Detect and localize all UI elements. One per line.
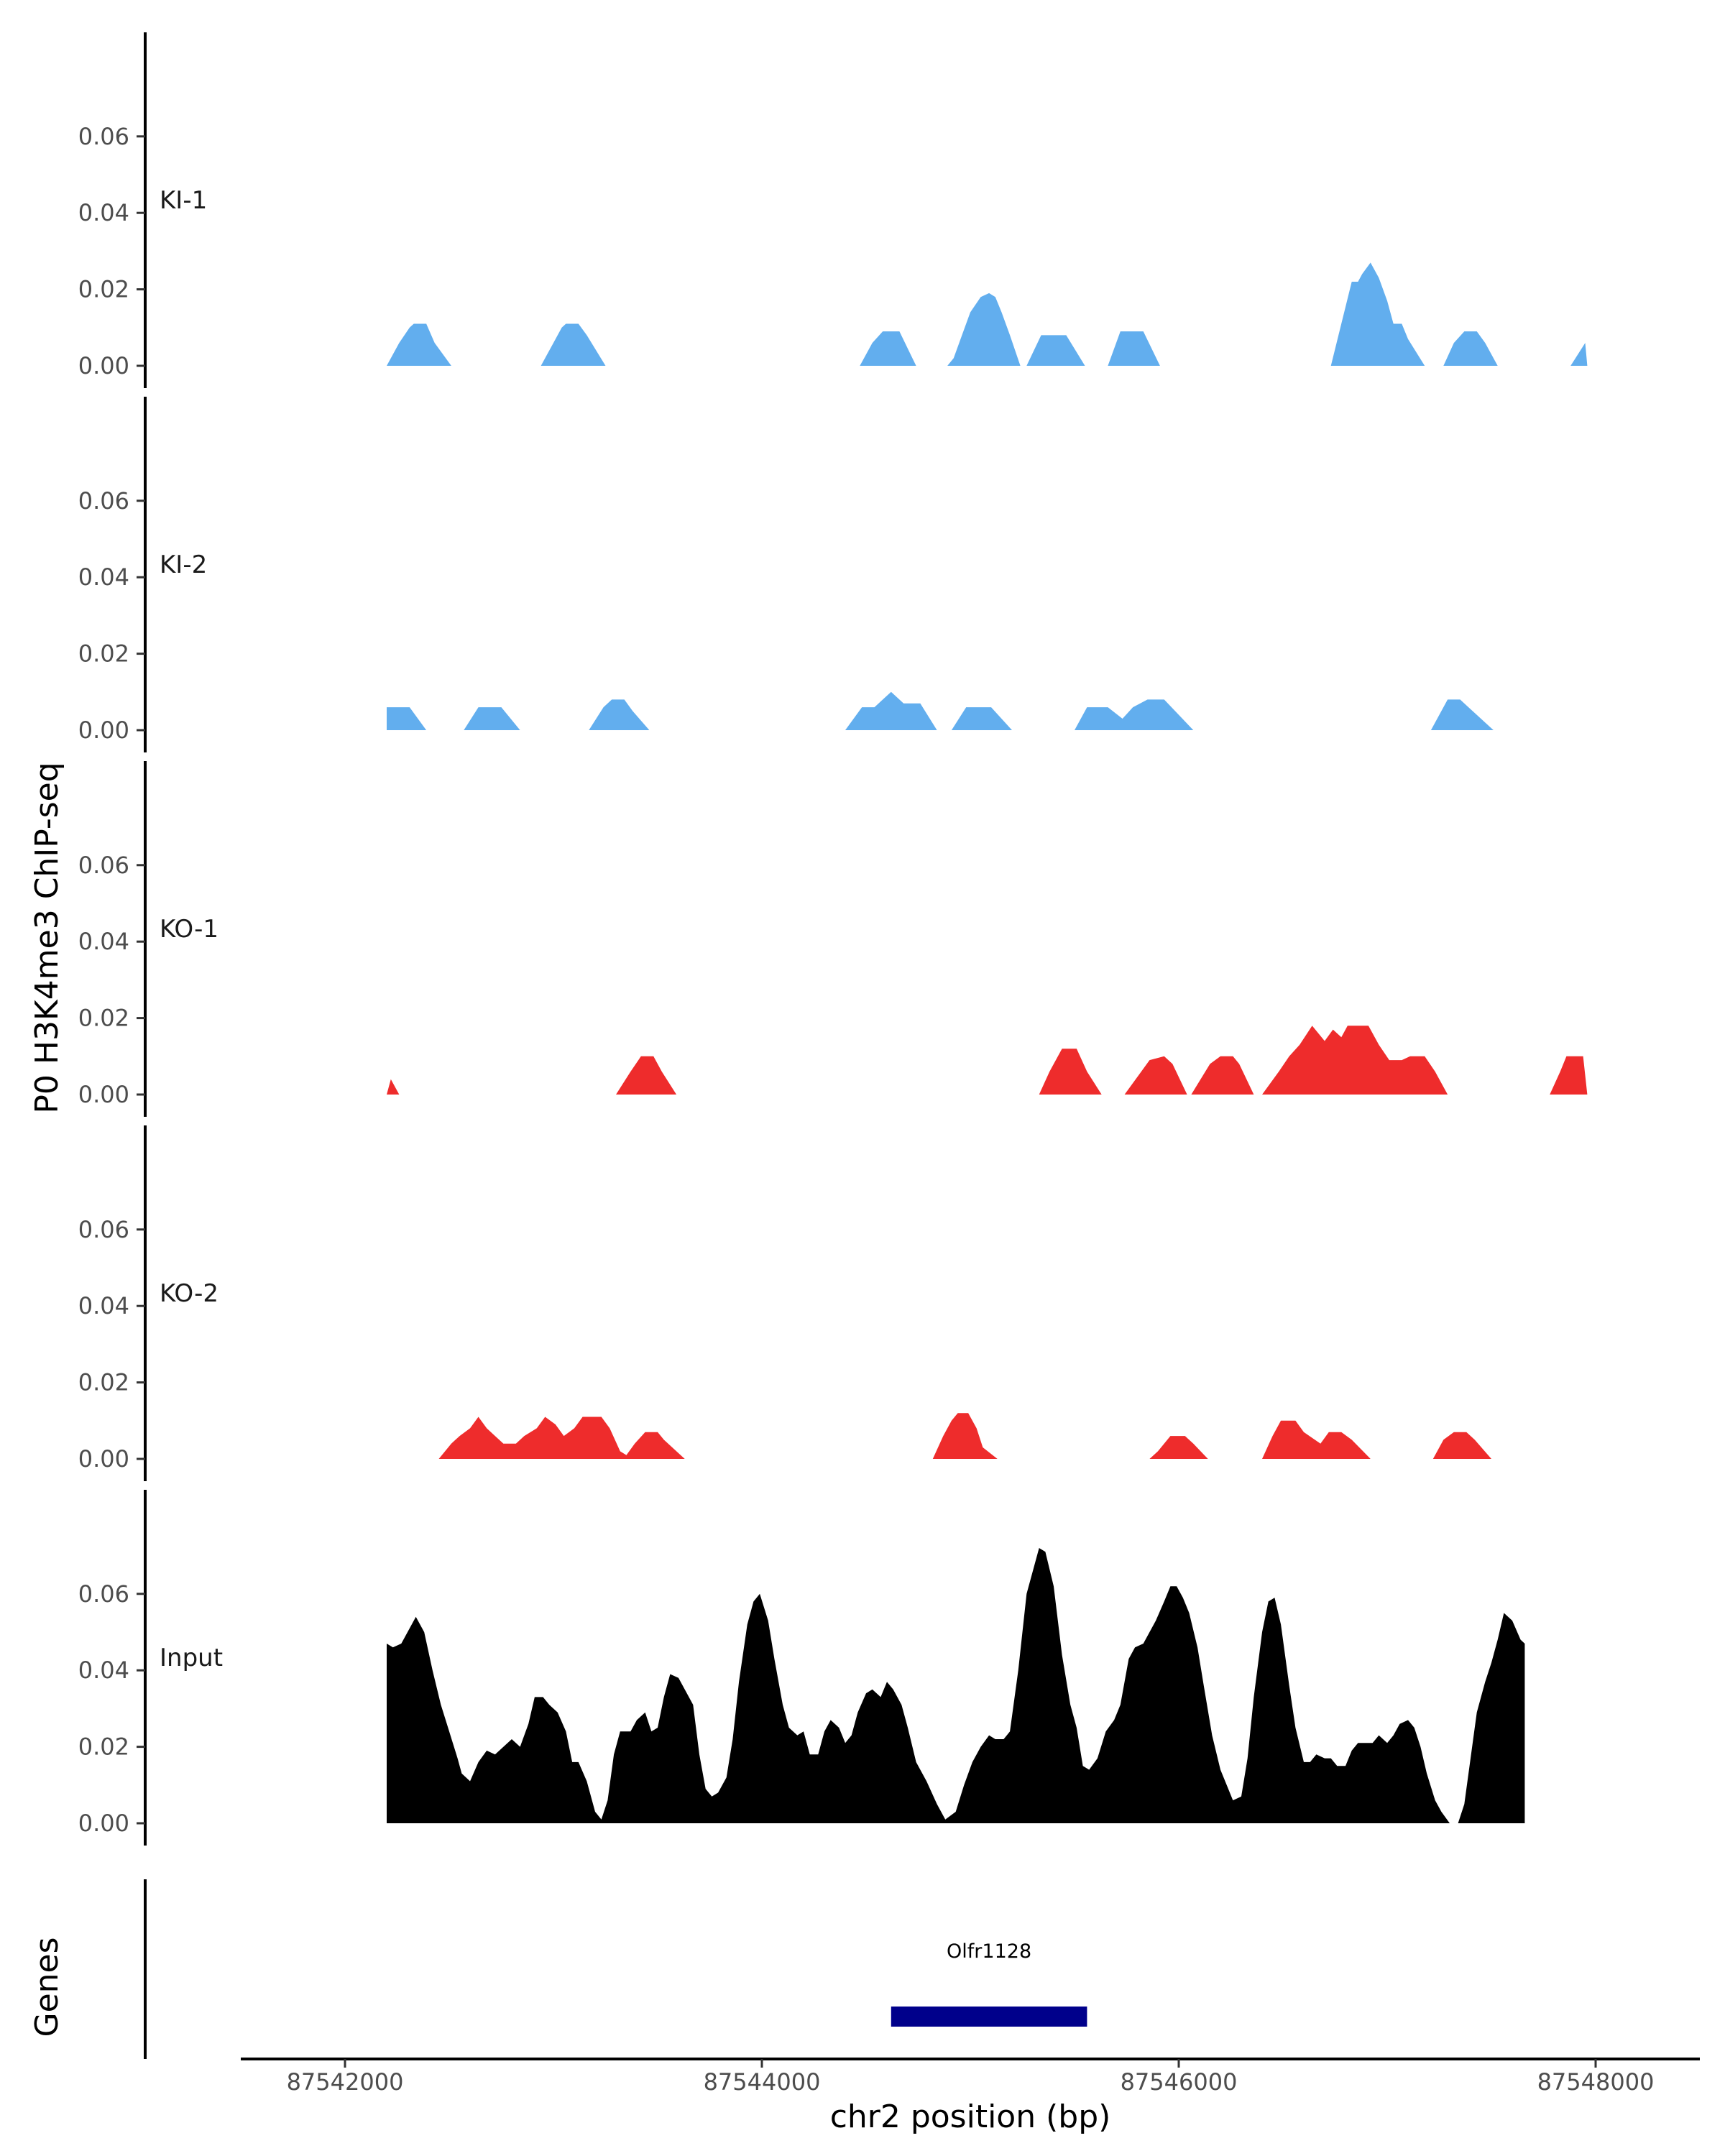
gene-label-olfr1128: Olfr1128	[947, 1940, 1031, 1963]
track-label-ko-2: KO-2	[160, 1279, 218, 1308]
signal-area-ko-2	[438, 1413, 1491, 1459]
track-label-input: Input	[160, 1644, 223, 1672]
signal-area-ko-1	[387, 1026, 1588, 1095]
y-tick-label: 0.00	[78, 1810, 129, 1837]
gene-bar-olfr1128	[891, 2007, 1087, 2027]
signal-area-input	[387, 1548, 1525, 1823]
track-panels: 0.00 0.02 0.04 0.06 KI-1 0.00 0.02 0.04 0.06 KI-2…	[78, 32, 1588, 1846]
track-ko-2: 0.00 0.02 0.04 0.06 KO-2	[78, 1125, 1491, 1481]
y-tick-label: 0.04	[78, 928, 129, 955]
y-tick-label: 0.06	[78, 487, 129, 515]
y-tick-label: 0.06	[78, 852, 129, 879]
y-tick-label: 0.02	[78, 1005, 129, 1032]
track-label-ki-2: KI-2	[160, 550, 207, 579]
y-tick-label: 0.00	[78, 717, 129, 744]
x-axis-title: chr2 position (bp)	[830, 2099, 1111, 2135]
signal-area-ki-2	[387, 691, 1494, 730]
x-axis: 87542000 87544000 87546000 87548000	[241, 2058, 1700, 2096]
y-tick-label: 0.04	[78, 199, 129, 226]
y-tick-label: 0.00	[78, 1445, 129, 1473]
y-tick-label: 0.02	[78, 1733, 129, 1761]
x-tick-label: 87542000	[287, 2068, 404, 2096]
y-tick-label: 0.00	[78, 1081, 129, 1108]
genes-axis-title: Genes	[29, 1937, 65, 2037]
track-ki-1: 0.00 0.02 0.04 0.06 KI-1	[78, 32, 1588, 388]
x-tick-label: 87546000	[1121, 2068, 1238, 2096]
y-tick-label: 0.02	[78, 1369, 129, 1396]
y-tick-label: 0.04	[78, 1292, 129, 1319]
y-axis-title: P0 H3K4me3 ChIP-seq	[29, 762, 65, 1113]
signal-area-ki-1	[387, 262, 1588, 366]
x-tick-label: 87544000	[704, 2068, 821, 2096]
y-tick-label: 0.06	[78, 1216, 129, 1243]
y-tick-label: 0.04	[78, 1657, 129, 1684]
y-tick-label: 0.06	[78, 123, 129, 150]
y-tick-label: 0.02	[78, 276, 129, 303]
y-tick-label: 0.06	[78, 1580, 129, 1608]
track-label-ko-1: KO-1	[160, 915, 218, 944]
x-tick-label: 87548000	[1537, 2068, 1655, 2096]
y-tick-label: 0.02	[78, 640, 129, 668]
track-input: 0.00 0.02 0.04 0.06 Input	[78, 1490, 1525, 1846]
y-tick-label: 0.04	[78, 563, 129, 591]
track-label-ki-1: KI-1	[160, 186, 207, 215]
track-ki-2: 0.00 0.02 0.04 0.06 KI-2	[78, 397, 1494, 752]
track-ko-1: 0.00 0.02 0.04 0.06 KO-1	[78, 761, 1588, 1117]
gene-track: Olfr1128	[144, 1879, 1087, 2059]
y-tick-label: 0.00	[78, 352, 129, 379]
